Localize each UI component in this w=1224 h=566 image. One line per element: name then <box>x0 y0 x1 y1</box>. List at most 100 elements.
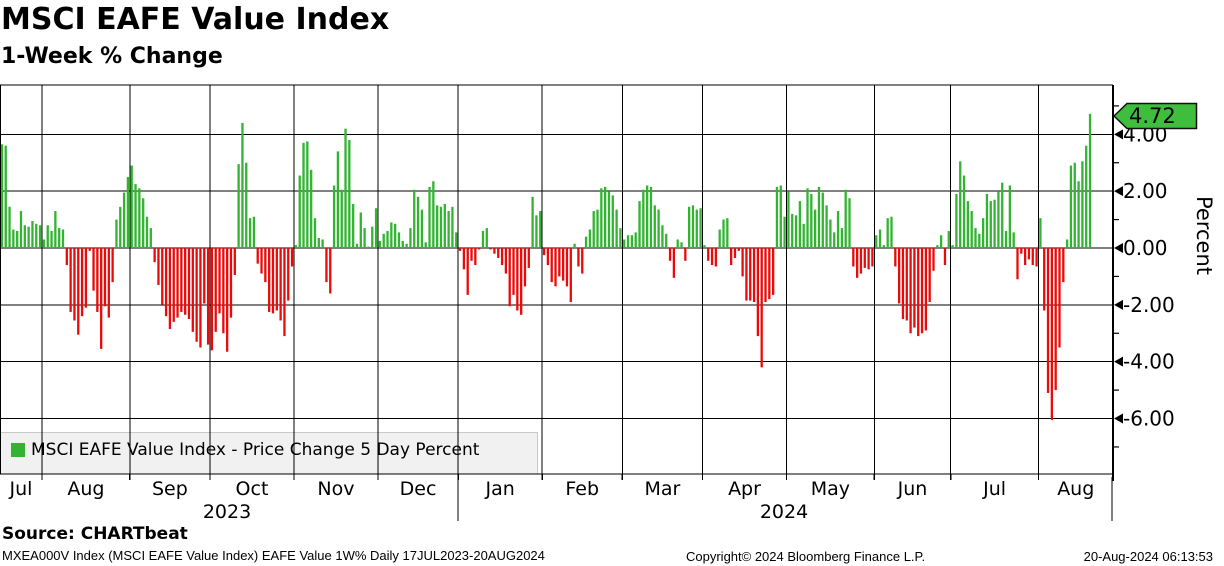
bar <box>401 240 404 249</box>
bar <box>741 248 744 277</box>
x-month-label: Mar <box>644 478 680 500</box>
bar <box>88 248 91 251</box>
bar <box>470 248 473 261</box>
bar <box>588 229 592 248</box>
bar <box>504 248 508 274</box>
bar <box>810 194 813 248</box>
x-month-label: Feb <box>565 478 599 500</box>
bar <box>772 248 775 295</box>
bar <box>688 206 691 248</box>
bar <box>1085 145 1088 248</box>
bar <box>970 211 973 248</box>
bar <box>596 209 599 248</box>
footer-copyright: Copyright© 2024 Bloomberg Finance L.P. <box>686 549 926 564</box>
bar <box>966 201 970 248</box>
bar <box>649 186 653 248</box>
bar <box>1027 248 1031 260</box>
bar <box>550 248 553 283</box>
bar <box>787 191 790 248</box>
bar <box>909 248 912 334</box>
bar <box>985 194 989 248</box>
bar <box>310 169 313 248</box>
bar <box>302 142 305 248</box>
legend-box <box>0 432 538 474</box>
bar <box>600 188 603 248</box>
bar <box>352 203 355 248</box>
bar <box>481 230 485 248</box>
bar <box>103 248 107 307</box>
bar <box>69 248 72 312</box>
bar <box>432 181 435 248</box>
bar <box>516 248 519 311</box>
bar <box>397 232 401 248</box>
bar <box>665 233 668 248</box>
bar <box>1073 162 1076 248</box>
bar <box>672 248 676 278</box>
bar <box>100 248 103 349</box>
y-tick-label: -6.00 <box>1123 407 1175 431</box>
bar <box>226 248 229 352</box>
y-tick-arrow-icon <box>1114 299 1123 310</box>
bar <box>798 201 802 248</box>
bar <box>539 211 542 248</box>
bar <box>886 218 889 248</box>
bar <box>252 216 256 248</box>
bar <box>96 248 99 312</box>
bar <box>646 185 649 248</box>
bar <box>794 215 798 248</box>
legend-swatch-icon <box>11 443 25 457</box>
bar <box>382 233 385 248</box>
bar <box>237 164 240 248</box>
bar <box>802 223 805 248</box>
bar <box>462 248 466 270</box>
bar <box>210 248 214 351</box>
bar <box>1023 248 1027 266</box>
bar <box>390 222 393 248</box>
bar <box>119 206 122 248</box>
bar <box>920 248 924 334</box>
bar <box>176 248 179 318</box>
bar <box>749 248 752 301</box>
bar <box>84 248 88 308</box>
bar <box>783 216 786 248</box>
bar <box>520 248 523 315</box>
bar <box>806 188 809 248</box>
x-month-label: May <box>811 478 850 500</box>
bar <box>577 248 580 267</box>
bar <box>31 221 34 248</box>
bar <box>584 236 588 248</box>
x-month-label: Jun <box>897 478 928 500</box>
y-tick-arrow-icon <box>1114 413 1123 424</box>
bar <box>195 248 198 342</box>
y-tick-label: -4.00 <box>1123 350 1175 374</box>
bar <box>913 248 916 328</box>
bar <box>714 248 718 267</box>
bar <box>542 248 546 256</box>
bar <box>348 140 351 248</box>
bar <box>420 209 424 248</box>
bar <box>264 248 267 283</box>
bar <box>325 248 328 283</box>
bar <box>962 175 966 248</box>
bar <box>12 229 15 248</box>
bar <box>161 248 164 305</box>
bar <box>222 248 225 334</box>
bar <box>50 230 53 248</box>
bar <box>890 216 893 248</box>
bar <box>271 248 275 314</box>
bar <box>424 242 427 248</box>
y-axis-title: Percent <box>1192 196 1216 276</box>
bar <box>565 248 569 287</box>
bar <box>187 248 191 320</box>
bar <box>153 248 156 263</box>
bar <box>107 248 110 318</box>
y-tick-arrow-icon <box>1114 186 1123 197</box>
bar <box>4 145 7 248</box>
bar <box>474 248 477 266</box>
bar <box>172 248 175 322</box>
bar <box>306 141 309 249</box>
bar <box>581 248 584 274</box>
bar <box>535 215 538 248</box>
